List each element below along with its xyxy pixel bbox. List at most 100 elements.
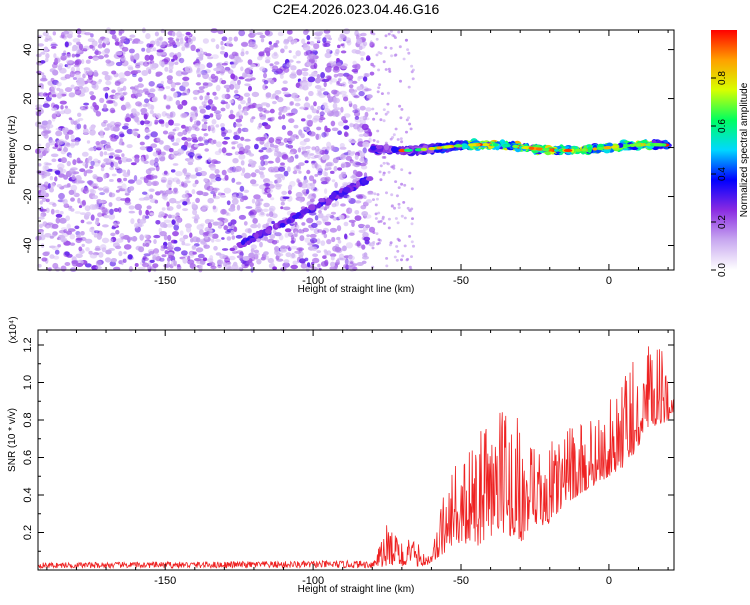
noise-blob [117, 207, 122, 213]
noise-blob [336, 225, 342, 232]
noise-blob [128, 205, 135, 210]
noise-blob [221, 237, 225, 240]
noise-blob [248, 153, 255, 157]
noise-blob [131, 128, 136, 135]
noise-blob [387, 67, 391, 71]
noise-blob [182, 129, 188, 136]
noise-blob [279, 74, 284, 79]
noise-blob [390, 204, 394, 207]
noise-blob [258, 171, 264, 176]
noise-blob [343, 113, 351, 118]
noise-blob [209, 124, 215, 131]
noise-blob [181, 193, 189, 199]
track-blob [279, 222, 286, 228]
noise-blob [189, 174, 198, 179]
noise-blob [324, 221, 332, 226]
noise-blob [263, 72, 267, 79]
noise-blob [95, 266, 102, 270]
noise-blob [397, 206, 401, 210]
noise-blob [386, 91, 390, 95]
carrier-core [453, 144, 463, 148]
noise-blob [294, 154, 299, 159]
noise-blob [275, 68, 283, 74]
x-tick-label: -150 [154, 275, 176, 287]
noise-blob [40, 190, 47, 196]
noise-blob [329, 227, 338, 233]
noise-blob [365, 199, 373, 204]
noise-blob [371, 246, 375, 250]
noise-blob [97, 212, 103, 218]
noise-blob [181, 250, 188, 256]
noise-blob [173, 123, 181, 127]
noise-blob [335, 48, 340, 55]
noise-blob [131, 108, 137, 114]
noise-blob [100, 134, 105, 138]
noise-blob [308, 53, 316, 59]
noise-blob [309, 233, 317, 238]
y-tick-label: -20 [22, 189, 34, 205]
noise-blob [272, 65, 279, 71]
noise-blob [139, 234, 144, 241]
noise-blob [115, 238, 124, 244]
noise-blob [145, 146, 153, 149]
noise-blob [197, 253, 205, 259]
noise-blob [339, 143, 345, 148]
noise-blob [353, 123, 360, 130]
noise-blob [394, 217, 398, 220]
noise-blob [300, 263, 308, 269]
noise-blob [211, 233, 219, 239]
noise-blob [240, 51, 245, 57]
noise-blob [160, 61, 165, 68]
noise-blob [199, 229, 204, 236]
noise-blob [260, 38, 265, 43]
noise-blob [290, 71, 297, 77]
noise-blob [108, 202, 113, 207]
noise-blob [272, 100, 277, 105]
noise-blob [175, 171, 183, 177]
track-blob [316, 202, 322, 209]
noise-blob [121, 46, 129, 52]
noise-blob [191, 189, 196, 195]
noise-blob [228, 114, 236, 120]
noise-blob [355, 33, 362, 37]
noise-blob [299, 197, 303, 203]
noise-blob [288, 50, 292, 54]
noise-blob [62, 127, 69, 133]
noise-blob [209, 175, 216, 179]
noise-blob [352, 80, 358, 84]
noise-blob [111, 34, 117, 40]
track-blob [254, 232, 259, 239]
noise-blob [95, 260, 102, 267]
noise-blob [160, 176, 167, 183]
noise-blob [130, 236, 138, 242]
noise-blob [245, 50, 249, 55]
noise-blob [121, 169, 127, 173]
noise-blob [234, 151, 240, 156]
noise-blob [331, 236, 336, 243]
noise-blob [323, 249, 328, 253]
noise-blob [191, 204, 197, 209]
noise-blob [365, 57, 371, 61]
noise-blob [189, 263, 196, 269]
noise-blob [113, 222, 117, 228]
noise-blob [115, 51, 123, 56]
noise-blob [282, 196, 290, 200]
noise-blob [274, 232, 282, 237]
colorbar-tick-label: 0.0 [717, 263, 728, 277]
noise-blob [312, 179, 317, 184]
noise-blob [292, 170, 298, 175]
noise-blob [68, 117, 73, 121]
noise-blob [375, 112, 378, 115]
noise-blob [167, 244, 175, 248]
noise-blob [126, 128, 133, 135]
noise-blob [411, 217, 414, 221]
noise-blob [411, 77, 415, 81]
noise-blob [127, 179, 135, 184]
spectrogram-carrier [368, 138, 672, 157]
noise-blob [104, 92, 109, 99]
noise-blob [351, 68, 359, 73]
noise-blob [278, 166, 286, 172]
noise-blob [161, 111, 167, 117]
noise-blob [178, 57, 185, 64]
